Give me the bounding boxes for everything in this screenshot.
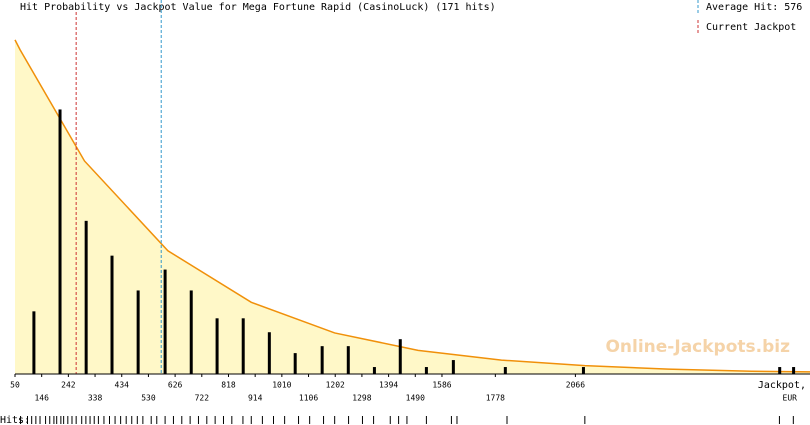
x-tick-label: 50 — [10, 381, 20, 390]
bar — [503, 367, 507, 374]
bar — [267, 332, 271, 374]
chart-title: Hit Probability vs Jackpot Value for Meg… — [20, 2, 496, 13]
curve-area — [15, 39, 810, 374]
x-tick-label: 242 — [61, 381, 76, 390]
bar — [189, 290, 193, 374]
legend-label: Current Jackpot — [706, 22, 796, 33]
bar — [136, 290, 140, 374]
x-tick-label: 914 — [248, 394, 263, 403]
x-tick-label: 626 — [168, 381, 183, 390]
bar — [451, 360, 455, 374]
x-tick-label: 1010 — [272, 381, 291, 390]
x-tick-label: 530 — [141, 394, 156, 403]
x-tick-label: 1106 — [299, 394, 318, 403]
x-axis-unit: EUR — [783, 394, 798, 403]
x-tick-label: 1778 — [486, 394, 505, 403]
curve-line — [14, 39, 810, 373]
bar — [778, 367, 782, 374]
bar — [163, 269, 167, 374]
bar — [792, 367, 796, 374]
x-tick-label: 818 — [221, 381, 236, 390]
watermark: Online-Jackpots.biz — [605, 337, 790, 357]
bar — [58, 109, 62, 374]
x-tick-label: 722 — [195, 394, 210, 403]
bar — [241, 318, 245, 374]
bar — [424, 367, 428, 374]
x-tick-label: 1394 — [379, 381, 398, 390]
x-tick-label: 1298 — [352, 394, 371, 403]
bar — [293, 353, 297, 374]
bar — [215, 318, 219, 374]
legend-label: Average Hit: 576 — [706, 2, 802, 13]
x-tick-label: 338 — [88, 394, 103, 403]
x-tick-label: 1202 — [326, 381, 345, 390]
x-tick-label: 146 — [34, 394, 49, 403]
hits-label: Hits: — [0, 415, 30, 425]
bar — [320, 346, 324, 374]
x-tick-label: 2066 — [566, 381, 585, 390]
bar — [581, 367, 585, 374]
x-axis-label: Jackpot, — [758, 380, 806, 391]
bar — [84, 220, 88, 374]
bar — [398, 339, 402, 374]
x-tick-label: 1490 — [406, 394, 425, 403]
bar — [32, 311, 36, 374]
bar — [346, 346, 350, 374]
bar — [372, 367, 376, 374]
x-tick-label: 1586 — [432, 381, 451, 390]
x-tick-label: 434 — [115, 381, 130, 390]
bar — [110, 255, 114, 374]
